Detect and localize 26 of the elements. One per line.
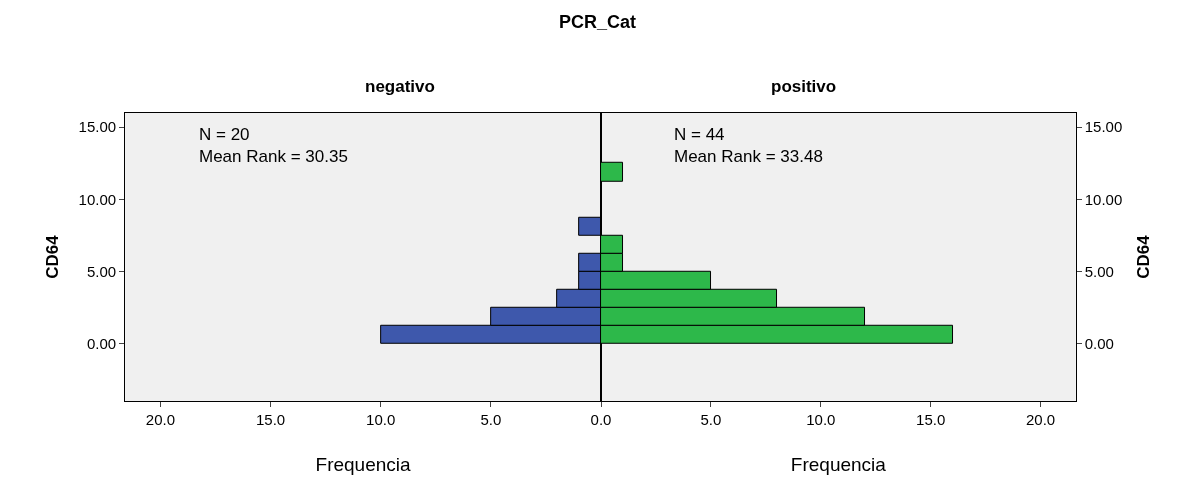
x-tick-label: 20.0: [145, 411, 175, 429]
x-axis-title: Frequencia: [790, 454, 887, 475]
y-tick-label: 10.00: [78, 190, 117, 208]
x-tick-label: 20.0: [1025, 411, 1056, 429]
y-tick-label: 0.00: [1084, 334, 1114, 352]
y-tick-label: 10.00: [1084, 190, 1123, 208]
x-tick-label: 5.0: [480, 411, 502, 429]
x-tick-label: 15.0: [916, 411, 946, 429]
y-tick-label: 5.00: [1084, 262, 1114, 280]
y-axis-title: CD64: [43, 234, 63, 279]
text: PCR_Cat: [559, 12, 637, 32]
chart-title: positivo: [771, 77, 837, 96]
chart-title: negativo: [365, 77, 435, 96]
y-tick-label: 0.00: [86, 334, 117, 352]
x-axis-title: Frequencia: [315, 454, 412, 475]
x-tick-label: 15.0: [255, 411, 286, 429]
y-tick-label: 15.00: [78, 118, 117, 136]
y-axis-title: CD64: [1133, 234, 1153, 279]
x-tick-label: 0.0: [590, 411, 612, 429]
x-tick-label: 10.0: [366, 411, 396, 429]
x-tick-label: 5.0: [700, 411, 722, 429]
y-tick-label: 5.00: [86, 262, 117, 280]
y-tick-label: 15.00: [1084, 118, 1123, 136]
annotation: N = 20 Mean Rank = 30.35: [199, 125, 348, 167]
x-tick-label: 10.0: [806, 411, 836, 429]
annotation: N = 44 Mean Rank = 33.48: [674, 125, 823, 167]
